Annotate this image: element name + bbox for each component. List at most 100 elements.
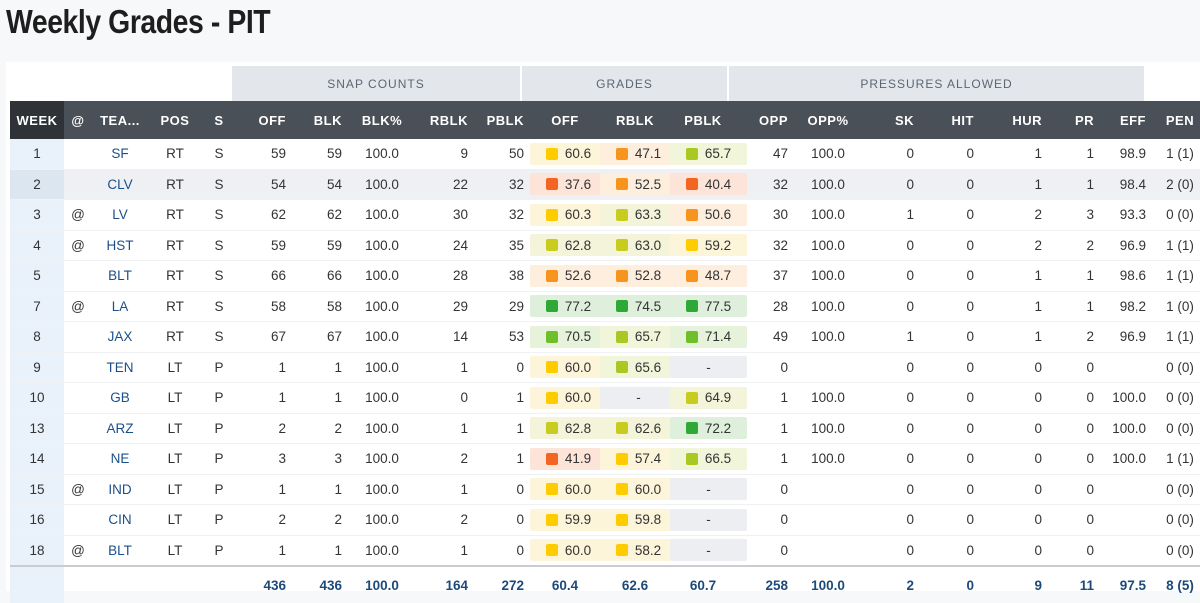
table-row[interactable]: 10 GB LT P 1 1 100.0 0 1 60.0-64.9 1 100.0 0 0 0 0 100.0… [10,382,1200,414]
away-indicator-cell: @ [64,199,92,231]
week-cell: 13 [10,413,64,444]
hurries-cell: 1 [980,291,1048,322]
table-row[interactable]: 2 CLV RT S 54 54 100.0 22 32 37.6 52.5 40.4 32 100.0 0… [10,169,1200,200]
snaps-off-cell: 3 [236,443,292,475]
grade-off-cell: 60.3 [530,199,607,231]
penalties-cell: 0 (0) [1152,199,1200,231]
grade-pblk-cell: 66.5 [670,443,747,475]
column-header-sk[interactable]: SK [862,101,920,139]
penalties-cell: 0 (0) [1152,382,1200,414]
total-blk-cell: 436 [292,565,348,603]
column-header-opp[interactable]: OPP [736,101,794,139]
grade-off-value: 37.6 [564,176,592,192]
grade-off-cell: 52.6 [530,260,607,292]
grade-color-swatch [615,178,628,191]
team-link: CLV [92,169,148,200]
table-row[interactable]: 9 TEN LT P 1 1 100.0 1 0 60.0 65.6-0 0 0 0 0 0 (0) [10,352,1200,383]
sacks-cell: 0 [862,291,920,322]
efficiency-cell: 96.9 [1100,321,1152,353]
status-cell: S [202,169,236,200]
grade-off-cell: 37.6 [530,169,607,200]
table-row[interactable]: 3 @ LV RT S 62 62 100.0 30 32 60.3 63.3 50.6 30 100.0 1… [10,199,1200,231]
grade-color-swatch [615,147,628,160]
grade-off-value: 70.5 [564,329,592,345]
table-row[interactable]: 15 @ IND LT P 1 1 100.0 1 0 60.0 60.0-0 0 0 0 0 0 (0) [10,474,1200,505]
grade-rblk-cell: 74.5 [600,291,677,322]
column-header-off[interactable]: OFF [236,101,292,139]
sacks-cell: 1 [862,199,920,231]
grade-rblk-cell: 58.2 [600,535,677,567]
column-header-pen[interactable]: PEN [1152,101,1200,139]
grade-color-swatch [685,452,698,465]
week-cell: 2 [10,169,64,200]
grade-off-badge: 60.6 [530,142,607,165]
sacks-cell: 0 [862,230,920,261]
column-header-grade-rblk[interactable]: RBLK [600,101,670,139]
snaps-blk-cell: 2 [292,504,348,536]
column-header-pblk[interactable]: PBLK [474,101,530,139]
status-cell: P [202,413,236,444]
table-row[interactable]: 5 BLT RT S 66 66 100.0 28 38 52.6 52.8 48.7 37 100.0 0… [10,260,1200,292]
column-header-grade-pblk[interactable]: PBLK [670,101,736,139]
grade-rblk-cell: - [600,382,677,414]
team-link: ARZ [92,413,148,444]
snaps-blk-cell: 3 [292,443,348,475]
column-header-rblk[interactable]: RBLK [416,101,474,139]
column-header-s[interactable]: S [202,101,236,139]
column-header-at[interactable]: @ [64,101,92,139]
pressures-cell: 0 [1048,474,1100,505]
table-row[interactable]: 1 SF RT S 59 59 100.0 9 50 60.6 47.1 65.7 47 100.0 0 0 1… [10,139,1200,170]
column-header-week[interactable]: WEEK [10,101,64,139]
snaps-blk-cell: 1 [292,535,348,567]
grade-rblk-cell: 52.5 [600,169,677,200]
snaps-rblk-cell: 1 [416,474,474,505]
status-cell: S [202,199,236,231]
grade-color-swatch [545,544,558,557]
away-indicator-cell [64,169,92,200]
snaps-pblk-cell: 38 [474,260,530,292]
table-row[interactable]: 8 JAX RT S 67 67 100.0 14 53 70.5 65.7 71.4 49 100.0 1… [10,321,1200,353]
column-header-eff[interactable]: EFF [1100,101,1152,139]
table-row[interactable]: 18 @ BLT LT P 1 1 100.0 1 0 60.0 58.2-0 0 0 0 0 0 (0) [10,535,1200,567]
grade-rblk-badge: 65.7 [600,325,677,348]
grade-rblk-badge: 47.1 [600,142,677,165]
snaps-rblk-cell: 22 [416,169,474,200]
column-header-team[interactable]: TEA... [92,101,148,139]
grade-pblk-badge: - [670,356,747,379]
table-row[interactable]: 7 @ LA RT S 58 58 100.0 29 29 77.2 74.5 77.5 28 100.0 0… [10,291,1200,322]
hits-cell: 0 [920,474,980,505]
column-header-hit[interactable]: HIT [920,101,980,139]
grade-rblk-cell: 62.6 [600,413,677,444]
table-row[interactable]: 14 NE LT P 3 3 100.0 2 1 41.9 57.4 66.5 1 100.0 0 0 0 0 10… [10,443,1200,475]
pressures-cell: 0 [1048,382,1100,414]
team-link: TEN [92,352,148,383]
grade-pblk-badge: - [670,539,747,562]
penalties-cell: 0 (0) [1152,504,1200,536]
column-header-opp-pct[interactable]: OPP% [794,101,862,139]
column-header-pos[interactable]: POS [148,101,202,139]
column-header-blk[interactable]: BLK [292,101,348,139]
table-row[interactable]: 4 @ HST RT S 59 59 100.0 24 35 62.8 63.0 59.2 32 100.0… [10,230,1200,261]
grade-rblk-value: 57.4 [634,451,662,467]
grade-pblk-value: - [706,359,711,375]
column-header-hur[interactable]: HUR [980,101,1048,139]
hurries-cell: 0 [980,443,1048,475]
group-pressures-allowed: PRESSURES ALLOWED [729,66,1144,101]
column-header-blk-pct[interactable]: BLK% [348,101,416,139]
hurries-cell: 0 [980,474,1048,505]
snaps-pblk-cell: 1 [474,413,530,444]
grade-off-cell: 41.9 [530,443,607,475]
table-row[interactable]: 13 ARZ LT P 2 2 100.0 1 1 62.8 62.6 72.2 1 100.0 0 0 0 0 1… [10,413,1200,444]
penalties-cell: 1 (0) [1152,291,1200,322]
column-header-pr[interactable]: PR [1048,101,1100,139]
snaps-off-cell: 2 [236,504,292,536]
team-link: HST [92,230,148,261]
table-row[interactable]: 16 CIN LT P 2 2 100.0 2 0 59.9 59.8-0 0 0 0 0 0 (0) [10,504,1200,536]
grade-off-cell: 60.0 [530,352,607,383]
grade-rblk-cell: 65.6 [600,352,677,383]
grade-color-swatch [685,178,698,191]
opp-pct-cell [794,352,862,383]
column-header-grade-off[interactable]: OFF [530,101,600,139]
opp-pct-cell [794,474,862,505]
status-cell: S [202,321,236,353]
